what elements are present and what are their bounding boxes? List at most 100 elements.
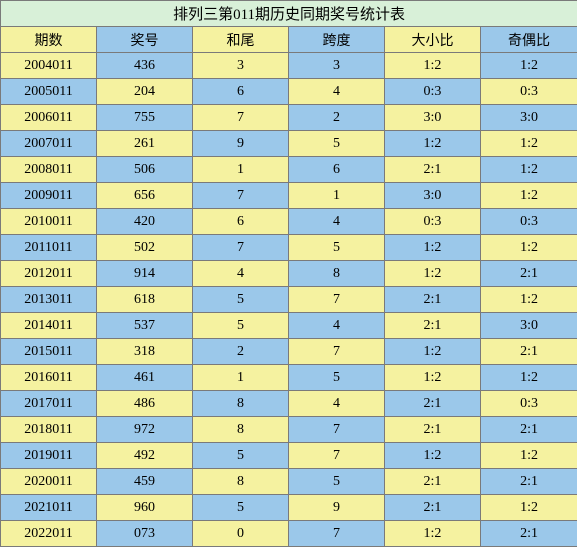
cell: 2006011 <box>1 105 97 131</box>
cell: 972 <box>97 417 193 443</box>
cell: 1:2 <box>385 443 481 469</box>
cell: 7 <box>289 521 385 547</box>
cell: 7 <box>193 105 289 131</box>
cell: 2022011 <box>1 521 97 547</box>
cell: 4 <box>289 79 385 105</box>
cell: 1:2 <box>385 365 481 391</box>
table-row: 2007011261951:21:2 <box>1 131 577 157</box>
cell: 3:0 <box>481 105 577 131</box>
cell: 2:1 <box>385 157 481 183</box>
cell: 2005011 <box>1 79 97 105</box>
cell: 8 <box>193 417 289 443</box>
cell: 0:3 <box>481 79 577 105</box>
cell: 492 <box>97 443 193 469</box>
col-header: 奇偶比 <box>481 27 577 53</box>
cell: 6 <box>289 157 385 183</box>
table-row: 2021011960592:11:2 <box>1 495 577 521</box>
cell: 3:0 <box>385 183 481 209</box>
cell: 5 <box>193 443 289 469</box>
cell: 2011011 <box>1 235 97 261</box>
table-row: 2008011506162:11:2 <box>1 157 577 183</box>
cell: 7 <box>289 443 385 469</box>
cell: 2010011 <box>1 209 97 235</box>
cell: 2018011 <box>1 417 97 443</box>
table-row: 2004011436331:21:2 <box>1 53 577 79</box>
cell: 506 <box>97 157 193 183</box>
cell: 486 <box>97 391 193 417</box>
table-row: 2011011502751:21:2 <box>1 235 577 261</box>
cell: 2:1 <box>385 391 481 417</box>
cell: 2:1 <box>385 313 481 339</box>
col-header: 大小比 <box>385 27 481 53</box>
table-row: 2015011318271:22:1 <box>1 339 577 365</box>
cell: 2016011 <box>1 365 97 391</box>
cell: 2013011 <box>1 287 97 313</box>
cell: 1:2 <box>481 443 577 469</box>
cell: 1:2 <box>385 261 481 287</box>
cell: 5 <box>289 469 385 495</box>
cell: 7 <box>289 339 385 365</box>
cell: 8 <box>193 391 289 417</box>
cell: 3:0 <box>481 313 577 339</box>
cell: 1 <box>289 183 385 209</box>
cell: 4 <box>289 209 385 235</box>
cell: 420 <box>97 209 193 235</box>
cell: 1:2 <box>481 365 577 391</box>
cell: 5 <box>193 313 289 339</box>
cell: 2004011 <box>1 53 97 79</box>
cell: 2009011 <box>1 183 97 209</box>
cell: 914 <box>97 261 193 287</box>
cell: 0 <box>193 521 289 547</box>
cell: 0:3 <box>481 391 577 417</box>
cell: 618 <box>97 287 193 313</box>
table-row: 2019011492571:21:2 <box>1 443 577 469</box>
table-row: 2006011755723:03:0 <box>1 105 577 131</box>
cell: 1:2 <box>385 521 481 547</box>
cell: 1:2 <box>481 183 577 209</box>
cell: 1:2 <box>385 235 481 261</box>
cell: 318 <box>97 339 193 365</box>
cell: 261 <box>97 131 193 157</box>
cell: 3 <box>193 53 289 79</box>
cell: 5 <box>289 365 385 391</box>
table-row: 2016011461151:21:2 <box>1 365 577 391</box>
cell: 9 <box>289 495 385 521</box>
cell: 8 <box>193 469 289 495</box>
cell: 1:2 <box>481 287 577 313</box>
table-row: 2018011972872:12:1 <box>1 417 577 443</box>
cell: 1:2 <box>385 339 481 365</box>
cell: 7 <box>289 287 385 313</box>
cell: 1:2 <box>385 53 481 79</box>
table-row: 2020011459852:12:1 <box>1 469 577 495</box>
cell: 5 <box>289 235 385 261</box>
table-title: 排列三第011期历史同期奖号统计表 <box>1 1 577 27</box>
cell: 1:2 <box>385 131 481 157</box>
cell: 3 <box>289 53 385 79</box>
header-row: 期数奖号和尾跨度大小比奇偶比 <box>1 27 577 53</box>
cell: 2019011 <box>1 443 97 469</box>
cell: 436 <box>97 53 193 79</box>
cell: 1:2 <box>481 157 577 183</box>
cell: 2021011 <box>1 495 97 521</box>
lottery-history-table: 排列三第011期历史同期奖号统计表 期数奖号和尾跨度大小比奇偶比 2004011… <box>0 0 577 547</box>
table-body: 2004011436331:21:22005011204640:30:32006… <box>1 53 577 547</box>
cell: 2008011 <box>1 157 97 183</box>
cell: 7 <box>193 183 289 209</box>
col-header: 和尾 <box>193 27 289 53</box>
cell: 0:3 <box>385 79 481 105</box>
cell: 8 <box>289 261 385 287</box>
cell: 4 <box>193 261 289 287</box>
col-header: 期数 <box>1 27 97 53</box>
cell: 1:2 <box>481 131 577 157</box>
cell: 960 <box>97 495 193 521</box>
col-header: 跨度 <box>289 27 385 53</box>
cell: 2017011 <box>1 391 97 417</box>
cell: 5 <box>289 131 385 157</box>
cell: 1:2 <box>481 235 577 261</box>
cell: 2:1 <box>481 261 577 287</box>
table-row: 2009011656713:01:2 <box>1 183 577 209</box>
cell: 2014011 <box>1 313 97 339</box>
cell: 7 <box>193 235 289 261</box>
cell: 656 <box>97 183 193 209</box>
cell: 1:2 <box>481 53 577 79</box>
